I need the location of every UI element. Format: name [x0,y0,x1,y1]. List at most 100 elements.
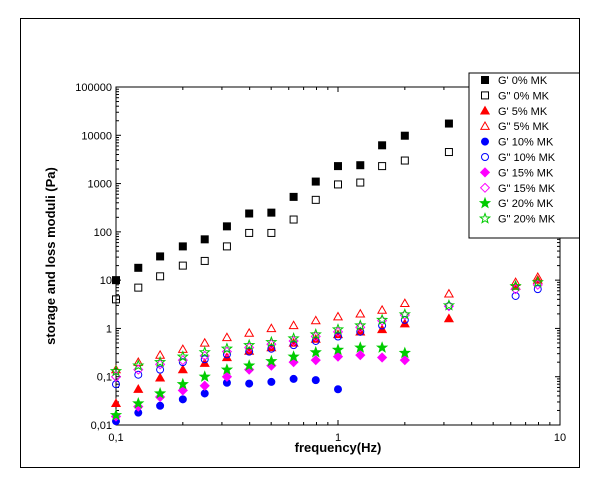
data-point [265,354,278,367]
data-point [311,195,320,204]
data-point [266,339,277,350]
data-point [200,235,209,244]
data-point [199,337,210,347]
legend-label: G' 20% MK [498,198,554,210]
data-point [156,252,165,261]
data-point [221,346,233,357]
legend-label: G' 5% MK [498,106,548,118]
data-point [334,385,342,394]
legend-label: G" 20% MK [498,214,556,226]
data-point [109,364,123,377]
data-point [443,288,454,298]
data-point [309,345,322,358]
y-tick-label: 0,01 [91,420,112,432]
series-3 [110,274,543,408]
data-point [198,370,211,382]
data-point [288,320,299,330]
legend-label: G" 0% MK [498,90,550,102]
data-point [332,326,344,337]
data-point [375,313,389,326]
data-point [510,284,521,295]
legend-marker [479,182,491,193]
data-point [156,272,165,281]
data-point [134,263,143,272]
data-point [267,208,276,217]
y-tick-label: 0,1 [97,372,112,384]
data-point [310,315,321,325]
x-tick-label: 0,1 [108,432,123,444]
data-point [354,341,367,353]
legend-marker [481,137,489,146]
data-point [200,256,209,265]
data-point [243,359,256,371]
data-point [178,261,187,270]
data-point [178,395,187,404]
data-point [331,323,345,335]
data-point [287,332,300,344]
series-4 [110,272,543,374]
data-point [222,222,231,231]
data-point [110,398,122,408]
data-point [399,355,410,366]
data-point [267,344,276,353]
data-point [311,376,320,385]
data-point [334,332,342,341]
data-point [177,364,188,374]
data-point [245,347,254,356]
x-axis-title: frequency(Hz) [295,440,382,455]
series-1 [112,119,453,285]
series-9 [109,341,411,421]
series-6 [112,285,542,389]
legend-marker [481,91,489,100]
data-point [354,319,367,331]
legend-marker [479,167,491,178]
data-point [153,387,167,399]
series-2 [112,148,453,304]
data-point [134,283,143,292]
data-point [510,277,521,287]
y-axis-title: storage and loss moduli (Pa) [43,167,58,345]
data-point [509,279,522,292]
data-point [398,307,411,320]
y-tick-label: 1000 [88,179,112,191]
data-point [133,401,144,412]
legend: G' 0% MK G" 0% MK G' 5% MK G" 5% MK G' 10% M… [468,72,579,239]
data-point [221,371,233,382]
data-point [156,365,165,374]
data-point [287,350,300,362]
data-point [155,372,166,382]
data-point [332,311,344,321]
y-tick-label: 100000 [75,82,112,94]
data-point [245,228,254,237]
data-points [109,119,544,426]
y-tick-label: 100 [94,227,112,239]
data-point [178,242,187,251]
series-10 [109,275,544,377]
data-point [265,335,278,348]
data-point [332,351,344,362]
data-point [310,331,321,342]
legend-marker [479,105,491,115]
data-point [511,291,520,300]
data-point [444,302,453,311]
data-point [244,327,255,337]
series-5 [112,374,342,426]
data-point [176,377,189,390]
data-point [112,295,120,304]
data-point [288,335,299,347]
data-point [376,315,388,326]
x-tick-label: 1 [335,432,341,444]
legend-box [468,72,579,239]
data-point [442,298,456,311]
legend-label: G' 10% MK [498,137,554,149]
data-point [245,209,254,218]
data-point [376,352,388,363]
data-point [356,327,365,336]
legend-marker [478,196,492,209]
data-point [220,342,234,354]
data-point [443,313,454,323]
data-point [334,162,342,171]
legend-label: G' 0% MK [498,75,548,87]
data-point [289,192,298,201]
